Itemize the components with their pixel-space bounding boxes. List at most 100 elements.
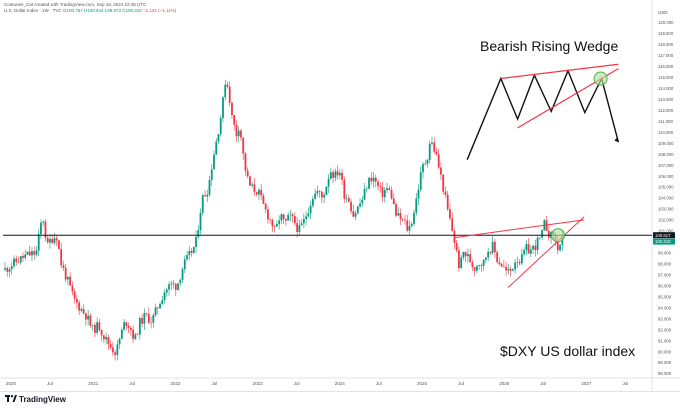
- candlestick: [82, 304, 85, 315]
- candlestick: [138, 316, 141, 340]
- x-tick-label: Jul: [294, 381, 300, 386]
- candlestick: [10, 262, 13, 275]
- candle-body: [300, 223, 303, 226]
- candle-body: [424, 163, 427, 165]
- candle-body: [278, 220, 281, 225]
- candle-body: [102, 335, 105, 340]
- candle-body: [422, 164, 424, 173]
- candlestick: [60, 242, 63, 269]
- candle-body: [107, 337, 110, 345]
- candlestick: [514, 258, 517, 274]
- candle-body: [260, 189, 263, 196]
- candle-body: [188, 250, 191, 256]
- candlestick: [4, 261, 6, 272]
- candlestick: [174, 282, 177, 297]
- candlestick: [354, 210, 357, 221]
- candle-body: [76, 298, 78, 303]
- candle-body: [183, 259, 186, 270]
- schematic-breakdown-circle: [593, 71, 608, 86]
- candle-body: [208, 179, 211, 195]
- candle-body: [341, 172, 343, 180]
- candlestick: [451, 211, 454, 232]
- y-axis-unit-label: USD: [658, 10, 668, 15]
- candle-body: [511, 269, 514, 271]
- candlestick: [62, 260, 65, 271]
- candle-body: [305, 216, 308, 219]
- candle-body: [536, 237, 539, 251]
- candlestick: [314, 188, 317, 200]
- candlestick: [188, 245, 191, 260]
- candlestick: [278, 215, 281, 230]
- y-tick-label: 89.000: [658, 360, 672, 365]
- candle-body: [120, 329, 123, 339]
- candle-body: [532, 245, 534, 250]
- candlestick: [350, 198, 352, 214]
- candle-body: [523, 250, 526, 255]
- candle-body: [134, 334, 137, 339]
- candle-body: [516, 262, 519, 263]
- candlestick: [435, 147, 438, 156]
- candle-body: [370, 177, 373, 182]
- candle-body: [165, 289, 168, 293]
- candle-body: [410, 223, 413, 227]
- candlestick: [273, 224, 276, 233]
- schematic-upper-trendline: [500, 63, 619, 80]
- candle-body: [451, 218, 454, 231]
- candle-body: [100, 330, 103, 336]
- candle-body: [471, 262, 474, 268]
- candle-body: [464, 251, 467, 257]
- candle-body: [354, 213, 357, 217]
- candlestick: [111, 342, 114, 356]
- candlestick: [93, 322, 96, 338]
- candle-body: [174, 284, 177, 290]
- x-tick-label: Jul: [212, 381, 218, 386]
- candlestick: [365, 186, 368, 193]
- candle-body: [109, 344, 112, 348]
- candle-body: [417, 189, 420, 199]
- candle-body: [255, 192, 258, 195]
- candlestick: [433, 137, 436, 154]
- candle-body: [143, 313, 146, 324]
- candle-body: [60, 248, 63, 266]
- y-tick-label: 119.000: [658, 31, 674, 36]
- candlestick: [547, 225, 550, 241]
- candle-body: [161, 300, 164, 305]
- candle-body: [197, 230, 200, 237]
- candle-body: [482, 259, 485, 266]
- candlestick: [280, 213, 283, 225]
- candlestick: [100, 329, 103, 342]
- candlestick: [80, 307, 83, 313]
- candlestick: [529, 245, 532, 258]
- candlestick: [496, 250, 499, 265]
- candle-body: [397, 213, 400, 216]
- y-tick-label: 104.000: [658, 196, 674, 201]
- candlestick: [390, 186, 393, 200]
- candlestick: [487, 247, 490, 261]
- candle-body: [125, 322, 128, 326]
- candle-body: [237, 130, 240, 137]
- candle-body: [224, 84, 227, 98]
- y-tick-label: 105.000: [658, 185, 674, 190]
- tradingview-logo[interactable]: TradingView: [5, 395, 66, 404]
- candlestick: [240, 128, 242, 141]
- candlestick: [442, 174, 445, 195]
- candle-body: [489, 251, 492, 253]
- candlestick: [469, 248, 472, 263]
- candle-body: [114, 352, 117, 355]
- x-tick-label: 2020: [6, 381, 17, 386]
- candlestick: [24, 249, 27, 261]
- candle-body: [154, 307, 157, 316]
- candlestick: [55, 235, 58, 246]
- candle-body: [37, 234, 40, 251]
- candlestick: [341, 168, 343, 185]
- candlestick: [233, 114, 236, 131]
- candle-body: [323, 194, 326, 198]
- candle-body: [458, 250, 460, 269]
- candle-body: [127, 325, 130, 328]
- candlestick: [318, 189, 321, 198]
- candlestick: [498, 257, 501, 266]
- candlestick: [219, 115, 222, 137]
- candle-body: [222, 97, 224, 119]
- candlestick: [361, 196, 364, 207]
